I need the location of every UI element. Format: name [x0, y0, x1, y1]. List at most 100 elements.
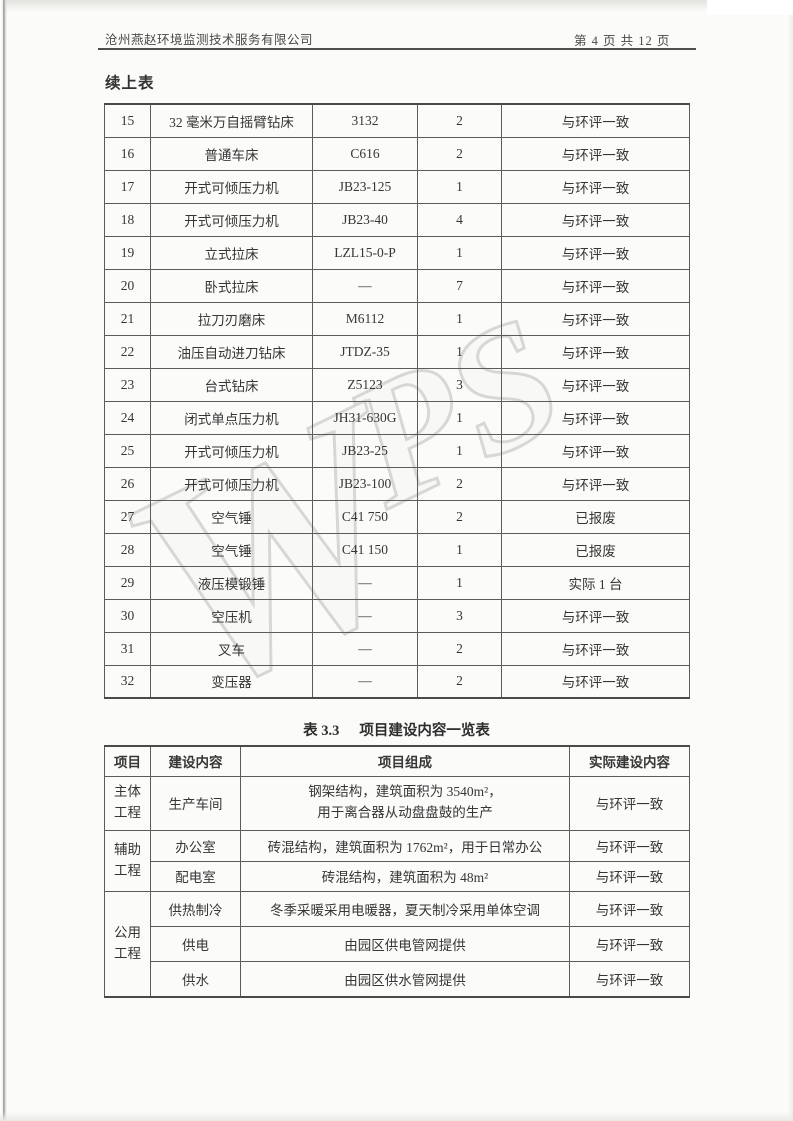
cell-no: 30 — [104, 598, 151, 633]
cell-qty: 1 — [417, 235, 502, 270]
cell-status: 已报废 — [501, 499, 690, 534]
cell-name: 普通车床 — [150, 136, 313, 171]
cell-no: 27 — [104, 499, 151, 534]
cell-no: 16 — [104, 136, 151, 171]
cell-qty: 3 — [417, 598, 502, 633]
cell-status: 与环评一致 — [501, 400, 690, 435]
equipment-row: 30 空压机 — 3 与环评一致 — [104, 598, 690, 633]
cell-name: 开式可倾压力机 — [150, 202, 313, 237]
cell-no: 15 — [104, 103, 151, 138]
cell-name: 变压器 — [150, 664, 313, 699]
cell-status: 与环评一致 — [501, 664, 690, 699]
cell-model: Z5123 — [312, 367, 418, 402]
continued-table-label: 续上表 — [105, 75, 155, 92]
cell-model: — — [312, 565, 418, 600]
cell-status: 与环评一致 — [501, 367, 690, 402]
cell-qty: 1 — [417, 400, 502, 435]
equipment-row: 16 普通车床 C616 2 与环评一致 — [104, 136, 690, 171]
cell-composition: 由园区供电管网提供 — [240, 925, 570, 962]
cell-qty: 2 — [417, 631, 502, 666]
cell-status: 已报废 — [501, 532, 690, 567]
scan-edge-right — [788, 0, 793, 1121]
scan-corner-top-right — [707, 0, 793, 15]
cell-name: 液压模锻锤 — [150, 565, 313, 600]
col-header-project: 项目 — [104, 745, 151, 777]
cell-model: LZL15-0-P — [312, 235, 418, 270]
cell-model: JB23-25 — [312, 433, 418, 468]
cell-group-name: 辅助 工程 — [104, 829, 151, 892]
cell-actual: 与环评一致 — [569, 775, 690, 831]
cell-qty: 1 — [417, 301, 502, 336]
header-company-name: 沧州燕赵环境监测技术服务有限公司 — [105, 33, 314, 47]
cell-qty: 1 — [417, 334, 502, 369]
construction-row: 配电室 砖混结构，建筑面积为 48m² 与环评一致 — [105, 860, 690, 892]
cell-model: C41 150 — [312, 532, 418, 567]
cell-no: 28 — [104, 532, 151, 567]
equipment-row: 26 开式可倾压力机 JB23-100 2 与环评一致 — [104, 466, 690, 501]
cell-actual: 与环评一致 — [569, 925, 690, 962]
header-page-number: 第 4 页 共 12 页 — [574, 34, 671, 48]
table-3-3-caption: 表 3.3 项目建设内容一览表 — [104, 719, 689, 740]
cell-no: 29 — [104, 565, 151, 600]
cell-qty: 1 — [417, 532, 502, 567]
cell-model: JB23-125 — [312, 169, 418, 204]
cell-item: 供电 — [150, 925, 241, 962]
cell-actual: 与环评一致 — [569, 829, 690, 862]
equipment-row: 17 开式可倾压力机 JB23-125 1 与环评一致 — [104, 169, 690, 204]
cell-item: 配电室 — [150, 860, 241, 892]
cell-model: JB23-40 — [312, 202, 418, 237]
cell-no: 21 — [104, 301, 151, 336]
equipment-row: 25 开式可倾压力机 JB23-25 1 与环评一致 — [104, 433, 690, 468]
cell-item: 供水 — [150, 960, 241, 998]
cell-model: JTDZ-35 — [312, 334, 418, 369]
cell-name: 空气锤 — [150, 499, 313, 534]
cell-no: 31 — [104, 631, 151, 666]
equipment-row: 31 叉车 — 2 与环评一致 — [104, 631, 690, 666]
cell-status: 与环评一致 — [501, 334, 690, 369]
cell-model: — — [312, 268, 418, 303]
cell-model: JB23-100 — [312, 466, 418, 501]
cell-qty: 1 — [417, 565, 502, 600]
equipment-row: 21 拉刀刃磨床 M6112 1 与环评一致 — [104, 301, 690, 336]
cell-name: 开式可倾压力机 — [150, 169, 313, 204]
cell-qty: 7 — [417, 268, 502, 303]
cell-composition: 钢架结构，建筑面积为 3540m²， 用于离合器从动盘盘鼓的生产 — [240, 775, 570, 831]
cell-name: 开式可倾压力机 — [150, 433, 313, 468]
construction-row: 辅助 工程 办公室 砖混结构，建筑面积为 1762m²，用于日常办公 与环评一致 — [104, 829, 690, 892]
cell-status: 与环评一致 — [501, 301, 690, 336]
equipment-row: 15 32 毫米万自摇臂钻床 3132 2 与环评一致 — [104, 103, 690, 138]
cell-name: 油压自动进刀钻床 — [150, 334, 313, 369]
construction-row: 主体 工程 生产车间 钢架结构，建筑面积为 3540m²， 用于离合器从动盘盘鼓… — [104, 775, 690, 831]
equipment-row: 22 油压自动进刀钻床 JTDZ-35 1 与环评一致 — [104, 334, 690, 369]
cell-name: 空压机 — [150, 598, 313, 633]
cell-qty: 2 — [417, 499, 502, 534]
equipment-row: 27 空气锤 C41 750 2 已报废 — [104, 499, 690, 534]
cell-composition: 砖混结构，建筑面积为 48m² — [240, 860, 570, 892]
cell-no: 23 — [104, 367, 151, 402]
cell-model: M6112 — [312, 301, 418, 336]
cell-qty: 2 — [417, 664, 502, 699]
cell-model: C616 — [312, 136, 418, 171]
cell-item: 办公室 — [150, 829, 241, 862]
col-header-actual: 实际建设内容 — [569, 745, 690, 777]
cell-status: 实际 1 台 — [501, 565, 690, 600]
cell-item: 生产车间 — [150, 775, 241, 831]
cell-model: JH31-630G — [312, 400, 418, 435]
cell-model: — — [312, 664, 418, 699]
cell-name: 拉刀刃磨床 — [150, 301, 313, 336]
cell-qty: 1 — [417, 169, 502, 204]
cell-item: 供热制冷 — [150, 890, 241, 927]
col-header-content: 建设内容 — [150, 745, 241, 777]
cell-no: 32 — [104, 664, 151, 699]
equipment-row: 23 台式钻床 Z5123 3 与环评一致 — [104, 367, 690, 402]
table-3-3-caption-title: 项目建设内容一览表 — [359, 723, 490, 739]
cell-name: 台式钻床 — [150, 367, 313, 402]
cell-status: 与环评一致 — [501, 268, 690, 303]
cell-group-name: 公用 工程 — [104, 890, 151, 998]
cell-name: 闭式单点压力机 — [150, 400, 313, 435]
cell-group-name: 主体 工程 — [104, 775, 151, 831]
cell-name: 卧式拉床 — [150, 268, 313, 303]
equipment-row: 32 变压器 — 2 与环评一致 — [104, 664, 690, 699]
cell-name: 空气锤 — [150, 532, 313, 567]
